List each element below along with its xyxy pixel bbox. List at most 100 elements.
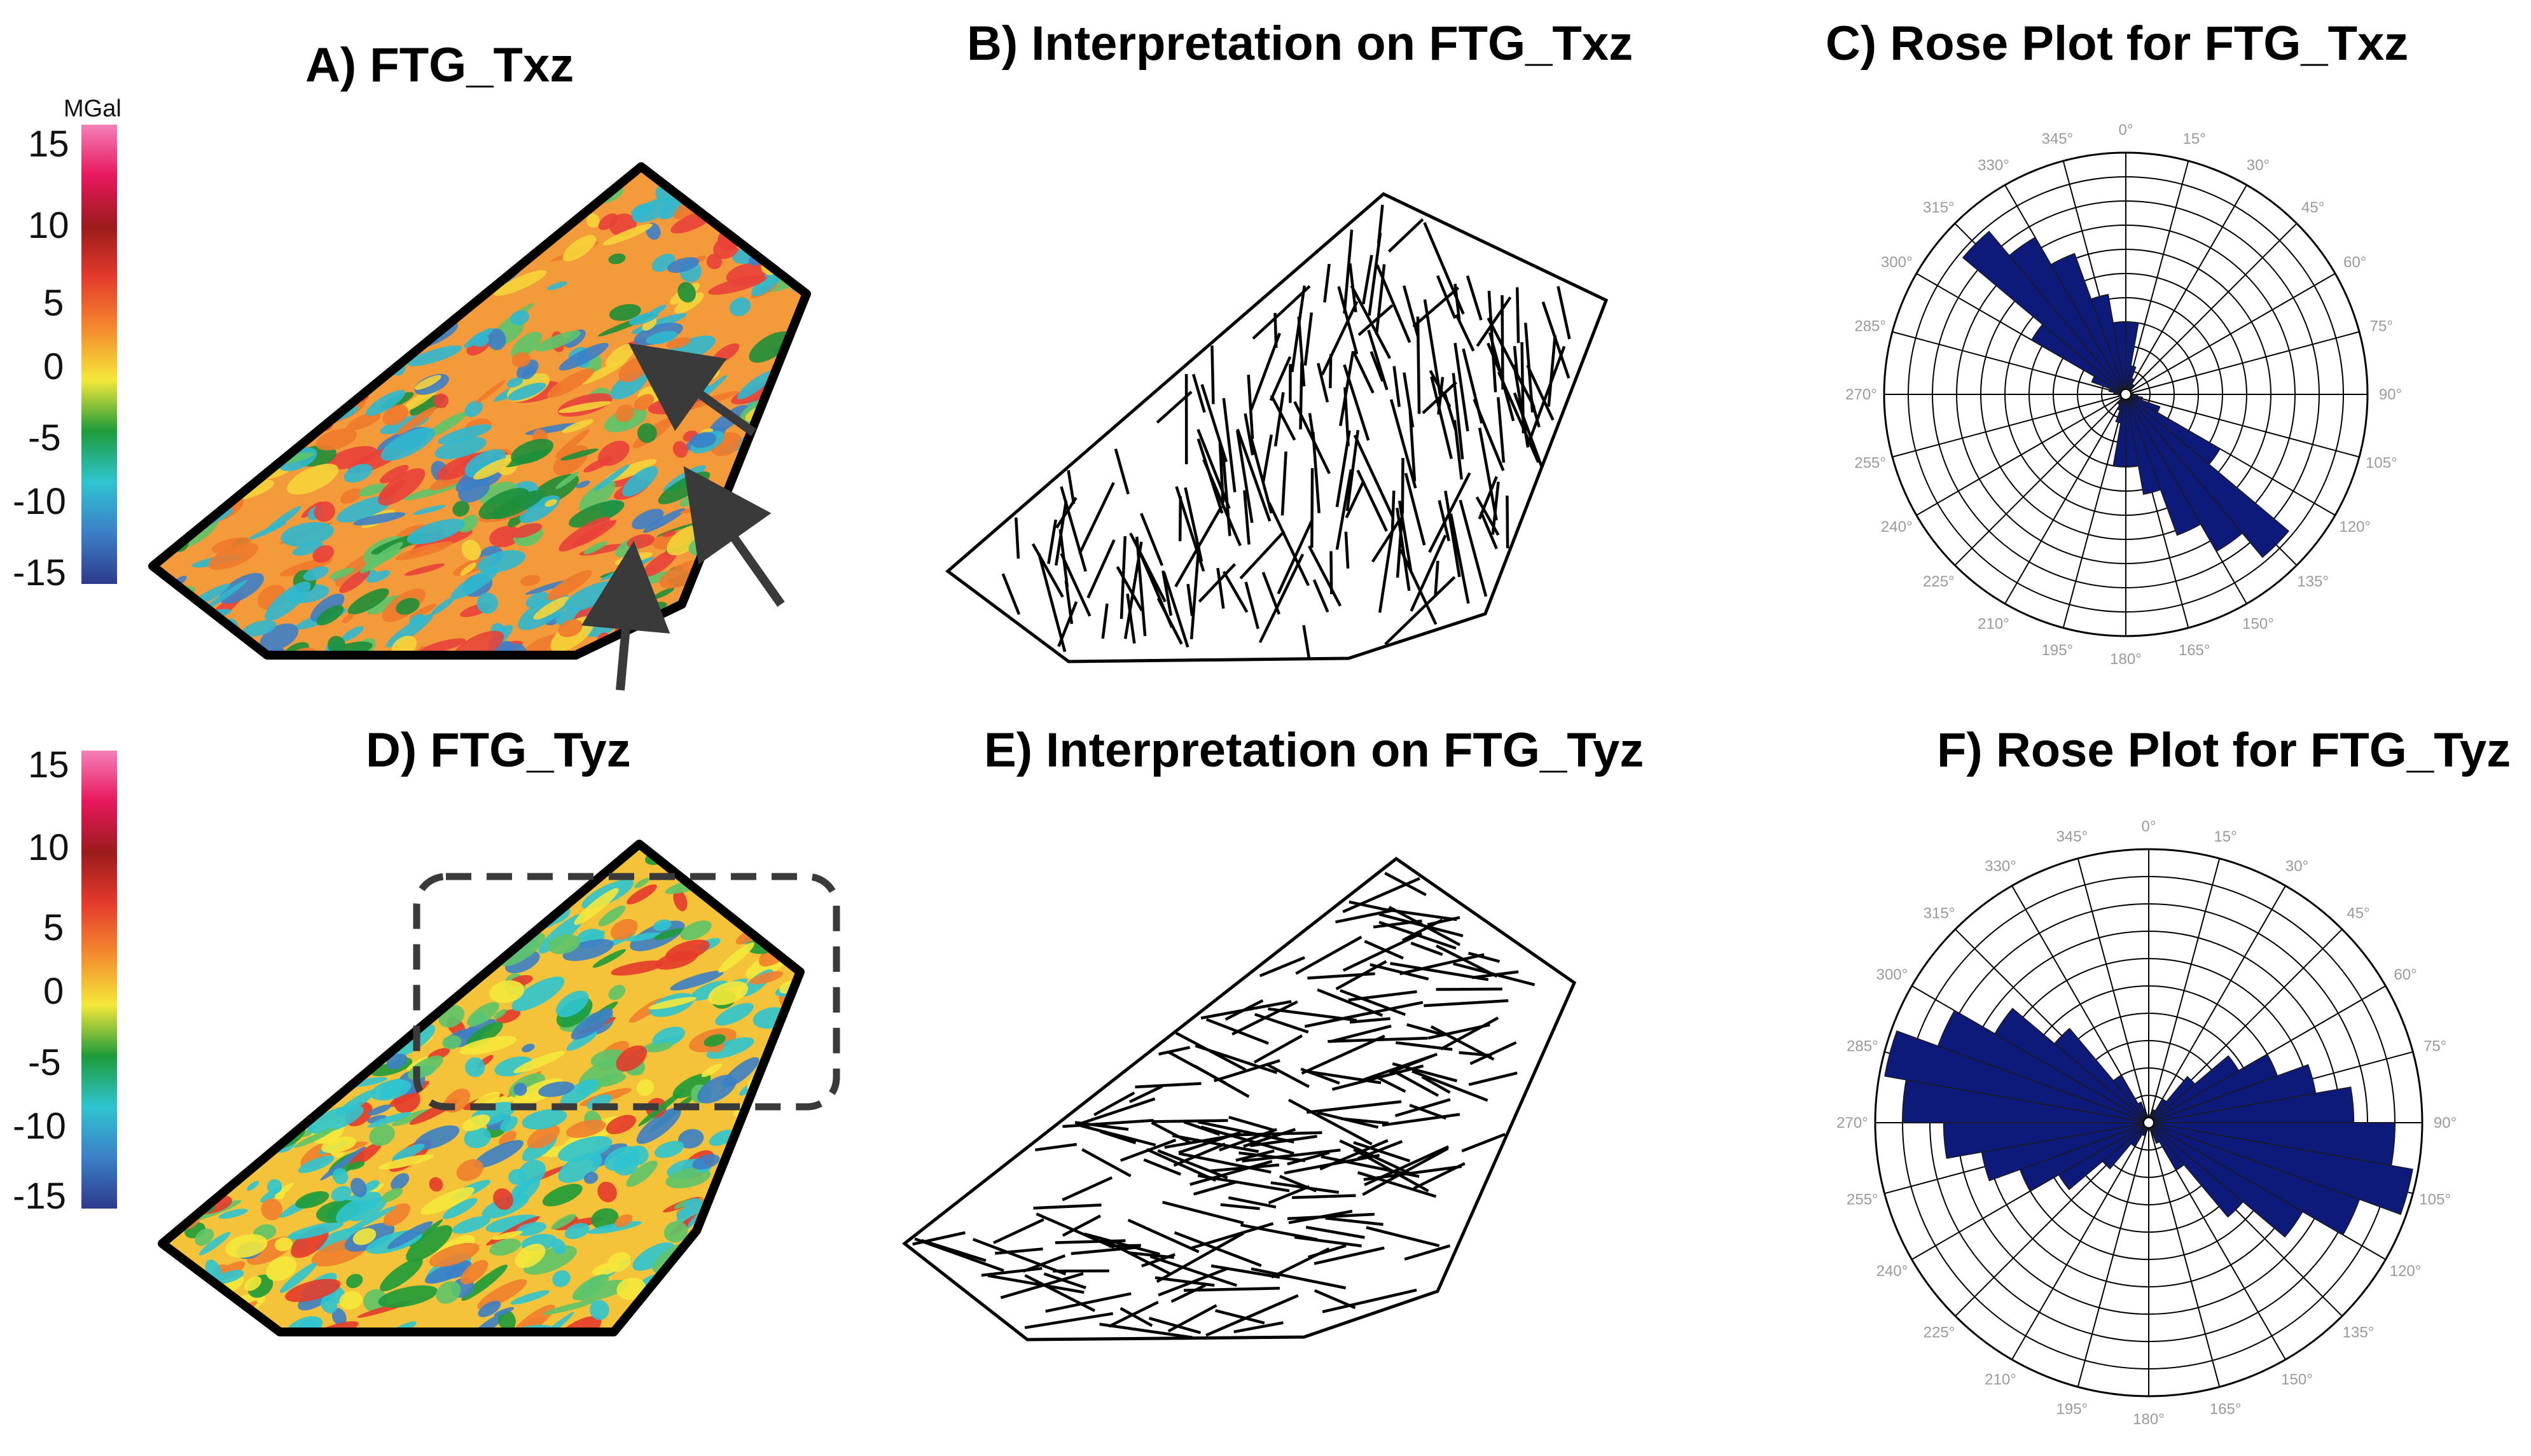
anomaly-blob (156, 490, 185, 515)
anomaly-blob (339, 186, 385, 214)
lineament (1220, 1203, 1260, 1210)
anomaly-blob (162, 965, 188, 993)
anomaly-blob (489, 1238, 522, 1256)
colorbar-top-tick-10: 10 (28, 205, 69, 246)
lineament (1350, 285, 1392, 359)
lineament (1266, 1063, 1310, 1088)
anomaly-blob (337, 917, 358, 936)
anomaly-blob (670, 970, 724, 991)
lineament (1062, 1214, 1102, 1237)
anomaly-blob (225, 943, 258, 973)
anomaly-blob (749, 971, 784, 985)
anomaly-blob (166, 321, 226, 340)
lineament (1158, 1046, 1191, 1056)
anomaly-blob (162, 1076, 171, 1097)
lineament (1269, 356, 1292, 401)
anomaly-blob (368, 329, 404, 352)
anomaly-blob (464, 449, 506, 478)
anomaly-blob (171, 435, 225, 457)
anomaly-blob (316, 960, 348, 980)
map-d-highlight-box (413, 873, 840, 1111)
anomaly-blob (153, 490, 197, 518)
interp-e-outline (901, 856, 1577, 1342)
lineament (1193, 1180, 1237, 1196)
anomaly-blob (515, 1244, 546, 1268)
lineament (1436, 987, 1502, 991)
lineament (1335, 469, 1353, 550)
anomaly-blob (511, 523, 543, 538)
lineament (1151, 1121, 1192, 1144)
rose-plot-c: 0° 15° 30° 45° 60° 75° 90° 105° 120° 135° 150° 165°… (1845, 121, 2402, 668)
lineament (1529, 395, 1541, 428)
anomaly-blob (489, 525, 521, 548)
anomaly-blob (162, 378, 215, 406)
anomaly-blob (752, 1165, 800, 1183)
anomaly-blob (237, 1052, 257, 1070)
anomaly-blob (609, 303, 641, 321)
anomaly-blob (729, 297, 751, 316)
anomaly-blob (384, 310, 403, 332)
anomaly-blob (367, 885, 419, 914)
lineament (1268, 1185, 1310, 1205)
anomaly-blob (198, 1006, 233, 1034)
lineament (1205, 1294, 1299, 1337)
lineament (1423, 221, 1465, 315)
anomaly-blob (674, 1199, 691, 1209)
anomaly-blob (773, 844, 784, 849)
anomaly-blob (730, 652, 767, 655)
title-a: A) FTG_Txz (305, 38, 574, 92)
anomaly-blob (331, 285, 385, 314)
anomaly-blob (458, 478, 490, 503)
lineament (1515, 287, 1520, 343)
anomaly-blob (566, 1030, 597, 1051)
anomaly-blob (160, 518, 180, 530)
anomaly-blob (395, 541, 453, 560)
lineament (1459, 499, 1488, 597)
anomaly-blob (720, 648, 735, 655)
anomaly-blob (715, 1002, 754, 1026)
rose-angle-label: 135° (2343, 1324, 2375, 1342)
anomaly-blob (674, 292, 704, 314)
lineament (1478, 427, 1498, 521)
anomaly-blob (214, 961, 236, 972)
anomaly-blob (497, 844, 537, 868)
anomaly-blob (162, 1330, 184, 1332)
lineament (1148, 1317, 1202, 1335)
rose-angle-label: 60° (2394, 966, 2417, 983)
anomaly-blob (295, 387, 310, 398)
anomaly-blob (221, 1111, 243, 1123)
anomaly-blob (391, 1173, 410, 1190)
anomaly-blob (267, 1179, 282, 1194)
anomaly-blob (165, 1008, 202, 1035)
anomaly-blob (208, 406, 226, 427)
anomaly-blob (166, 1033, 186, 1051)
anomaly-blob (681, 854, 707, 874)
anomaly-blob (756, 1209, 793, 1237)
anomaly-blob (725, 571, 740, 581)
anomaly-blob (538, 1081, 574, 1097)
lineament (1317, 363, 1329, 403)
lineament (1035, 1142, 1078, 1152)
anomaly-blob (634, 878, 650, 889)
anomaly-blob (327, 321, 357, 330)
anomaly-blob (553, 1315, 602, 1332)
lineament (1404, 473, 1426, 546)
anomaly-blob (773, 1188, 788, 1198)
colorbar-bottom-tick-m15: -15 (13, 1175, 66, 1217)
lineament (1410, 534, 1447, 612)
anomaly-blob (241, 852, 288, 885)
lineament (1384, 576, 1456, 646)
anomaly-blob (343, 464, 373, 483)
rose-angle-label: 330° (1985, 857, 2016, 875)
anomaly-blob (316, 605, 344, 626)
anomaly-blob (306, 255, 350, 279)
anomaly-blob (197, 272, 220, 296)
lineament (1453, 420, 1463, 480)
lineament (1071, 1245, 1141, 1256)
anomaly-blob (346, 1273, 363, 1289)
anomaly-blob (193, 1004, 233, 1018)
lineament (1352, 350, 1375, 394)
rose-angle-label: 330° (1978, 157, 2009, 174)
anomaly-blob (363, 1289, 387, 1312)
lineament (1099, 1322, 1193, 1339)
